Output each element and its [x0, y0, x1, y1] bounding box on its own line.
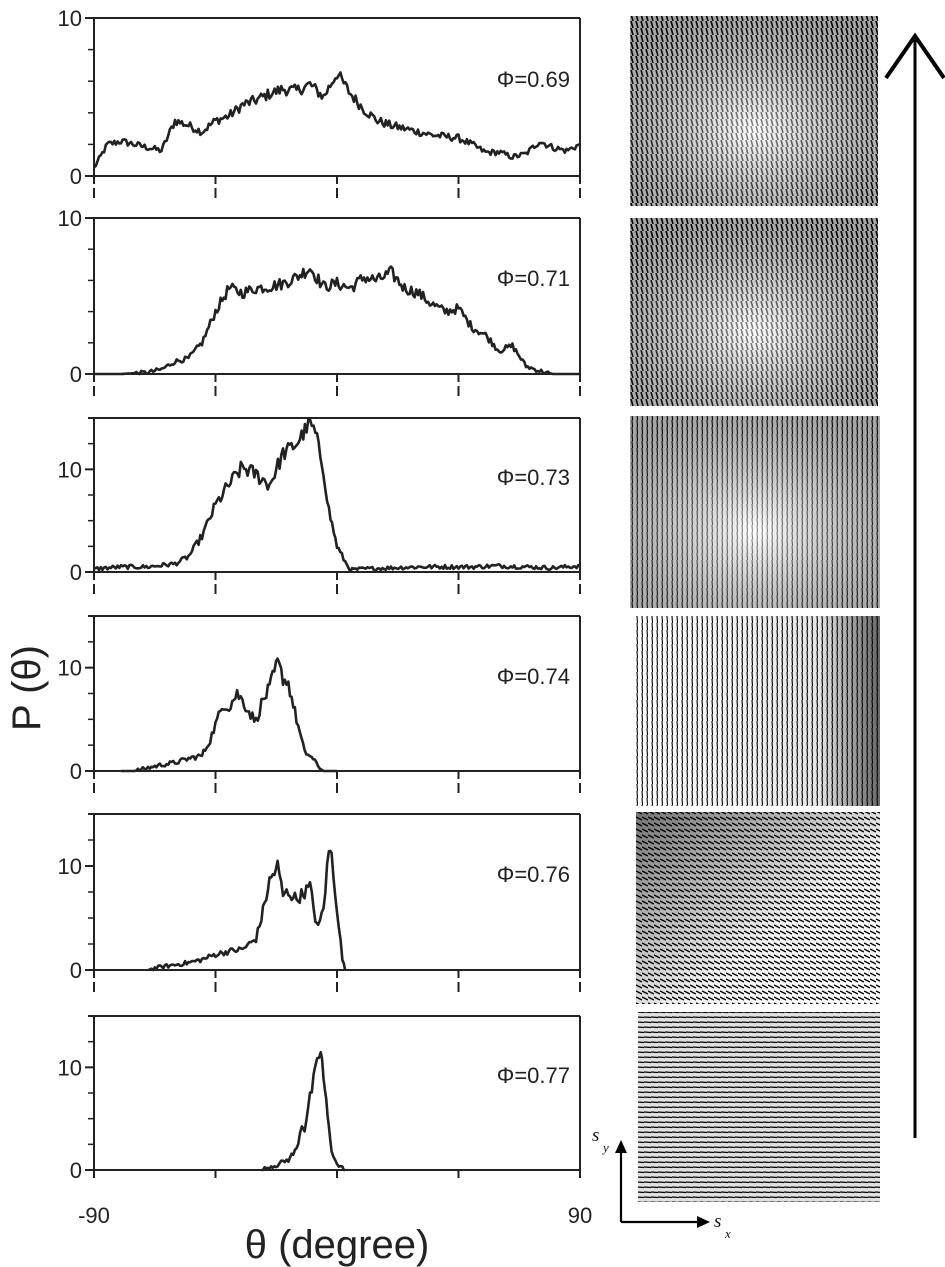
histogram-panel-1: 0 10 Φ=0.69	[58, 6, 581, 198]
sx-subscript: x	[724, 1226, 731, 1241]
y-tick-label: 0	[70, 759, 82, 784]
series-line	[93, 418, 581, 574]
y-tick-label: 0	[70, 1158, 82, 1183]
vector-field-shade	[630, 16, 878, 206]
phi-direction-arrow	[884, 32, 945, 1138]
series-line	[261, 1050, 346, 1172]
vector-field-3	[630, 416, 880, 608]
y-tick-label: 10	[58, 1055, 82, 1080]
panels-layer: 0 10 Φ=0.69 0 10 Φ=0.71 0 10 Φ=0.73 0 10 Φ=0.74 0 10 Φ…	[58, 6, 581, 1183]
phi-label: Φ=0.73	[497, 465, 570, 490]
phi-label: Φ=0.76	[497, 862, 570, 887]
histogram-panel-2: 0 10 Φ=0.71	[58, 206, 581, 396]
histogram-panel-3: 0 10 Φ=0.73	[58, 417, 581, 594]
vector-field-shade	[636, 616, 880, 806]
histogram-panel-4: 0 10 Φ=0.74	[58, 615, 581, 793]
x-tick-label-min: -90	[78, 1203, 110, 1228]
series-line	[147, 849, 347, 972]
sx-label: s	[714, 1211, 721, 1232]
y-axis-title: P (θ)	[5, 645, 49, 731]
vector-field-5	[636, 812, 880, 1004]
y-tick-label: 0	[70, 164, 82, 189]
x-axis-title: θ (degree)	[245, 1223, 430, 1267]
series-line	[94, 265, 580, 376]
y-tick-label: 0	[70, 560, 82, 585]
y-tick-label: 10	[58, 6, 82, 31]
y-tick-label: 10	[58, 206, 82, 231]
vector-fields-layer	[630, 16, 880, 1202]
vector-field-shade	[630, 416, 880, 608]
phi-label: Φ=0.77	[497, 1063, 570, 1088]
y-tick-label: 0	[70, 958, 82, 983]
y-tick-label: 10	[58, 457, 82, 482]
y-tick-label: 0	[70, 362, 82, 387]
vector-field-6	[638, 1012, 880, 1202]
series-line	[93, 71, 581, 169]
series-line	[121, 657, 337, 773]
vector-field-shade	[638, 1012, 880, 1202]
vector-field-4	[636, 616, 880, 806]
phi-label: Φ=0.69	[497, 67, 570, 92]
histogram-panel-6: 0 10 Φ=0.77	[58, 1015, 581, 1183]
histogram-panel-5: 0 10 Φ=0.76	[58, 813, 581, 992]
vector-field-1	[630, 16, 878, 206]
orientation-legend: s y s x	[592, 1125, 731, 1241]
vector-field-2	[630, 218, 878, 406]
y-tick-label: 10	[58, 656, 82, 681]
sy-label: s	[592, 1125, 599, 1146]
vector-field-texture	[638, 1012, 880, 1202]
vector-field-shade	[630, 218, 878, 406]
sy-subscript: y	[601, 1140, 609, 1155]
phi-label: Φ=0.74	[497, 664, 570, 689]
phi-label: Φ=0.71	[497, 266, 570, 291]
x-tick-label-max: 90	[568, 1203, 592, 1228]
y-tick-label: 10	[58, 854, 82, 879]
vector-field-shade	[636, 812, 880, 1004]
